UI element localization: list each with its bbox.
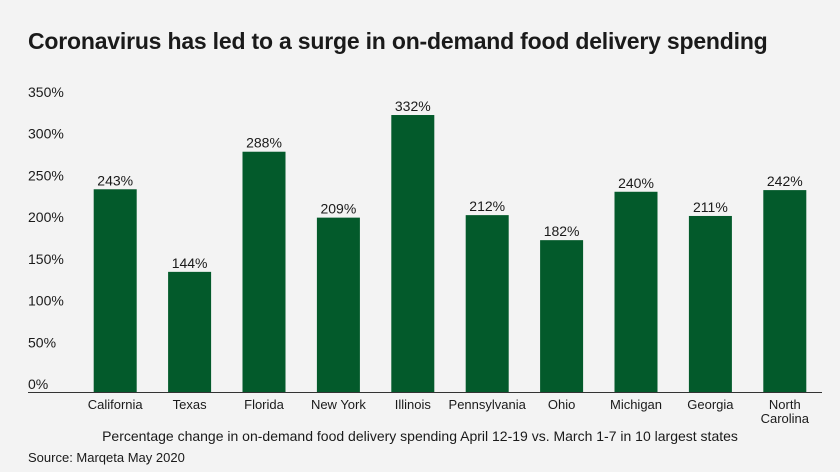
value-label: 212% bbox=[469, 198, 505, 214]
x-tick-label: New York bbox=[311, 397, 366, 412]
bar-chart: 0% 50% 100% 150% 200% 250% 300% 350% 243% 144% 28… bbox=[28, 84, 822, 425]
value-label: 240% bbox=[618, 175, 654, 191]
y-tick-label: 100% bbox=[28, 293, 64, 309]
value-label: 211% bbox=[693, 199, 728, 215]
value-labels: 243% 144% 288% 209% 332% 212% 182% 240% 211% 242% bbox=[97, 98, 802, 271]
x-tick-label: Texas bbox=[173, 397, 207, 412]
bar-ohio bbox=[540, 240, 584, 392]
value-label: 242% bbox=[767, 173, 803, 189]
bars bbox=[93, 115, 807, 392]
bar-texas bbox=[168, 271, 212, 392]
bar-florida bbox=[242, 151, 286, 392]
y-tick-label: 150% bbox=[28, 251, 64, 267]
y-tick-label: 350% bbox=[28, 84, 64, 100]
value-label: 288% bbox=[246, 135, 282, 151]
x-tick-label: California bbox=[88, 397, 144, 412]
x-tick-label: Michigan bbox=[610, 397, 662, 412]
x-tick-label: Carolina bbox=[761, 411, 810, 425]
value-label: 209% bbox=[320, 201, 356, 217]
x-tick-label: Ohio bbox=[548, 397, 575, 412]
chart-caption: Percentage change in on-demand food deli… bbox=[102, 428, 738, 444]
value-label: 243% bbox=[97, 172, 133, 188]
y-tick-label: 0% bbox=[28, 376, 48, 392]
chart-title: Coronavirus has led to a surge in on-dem… bbox=[28, 28, 768, 54]
bar-new-york bbox=[316, 217, 360, 392]
bar-michigan bbox=[614, 191, 658, 392]
y-axis: 0% 50% 100% 150% 200% 250% 300% 350% bbox=[28, 84, 64, 392]
value-label: 182% bbox=[544, 223, 580, 239]
bar-california bbox=[93, 189, 137, 392]
x-tick-label: Illinois bbox=[395, 397, 432, 412]
bar-north-carolina bbox=[763, 190, 807, 392]
y-tick-label: 200% bbox=[28, 209, 64, 225]
x-tick-label: Florida bbox=[244, 397, 285, 412]
y-tick-label: 300% bbox=[28, 126, 64, 142]
x-axis: California Texas Florida New York Illinois Pe… bbox=[88, 397, 810, 425]
bar-georgia bbox=[688, 215, 732, 392]
y-tick-label: 250% bbox=[28, 167, 64, 183]
x-tick-label: Georgia bbox=[687, 397, 734, 412]
x-tick-label: North bbox=[769, 397, 801, 412]
x-tick-label: Pennsylvania bbox=[449, 397, 527, 412]
y-tick-label: 50% bbox=[28, 334, 56, 350]
value-label: 144% bbox=[172, 255, 208, 271]
value-label: 332% bbox=[395, 98, 431, 114]
bar-pennsylvania bbox=[465, 215, 509, 392]
source-note: Source: Marqeta May 2020 bbox=[28, 450, 185, 465]
bar-illinois bbox=[391, 115, 435, 392]
